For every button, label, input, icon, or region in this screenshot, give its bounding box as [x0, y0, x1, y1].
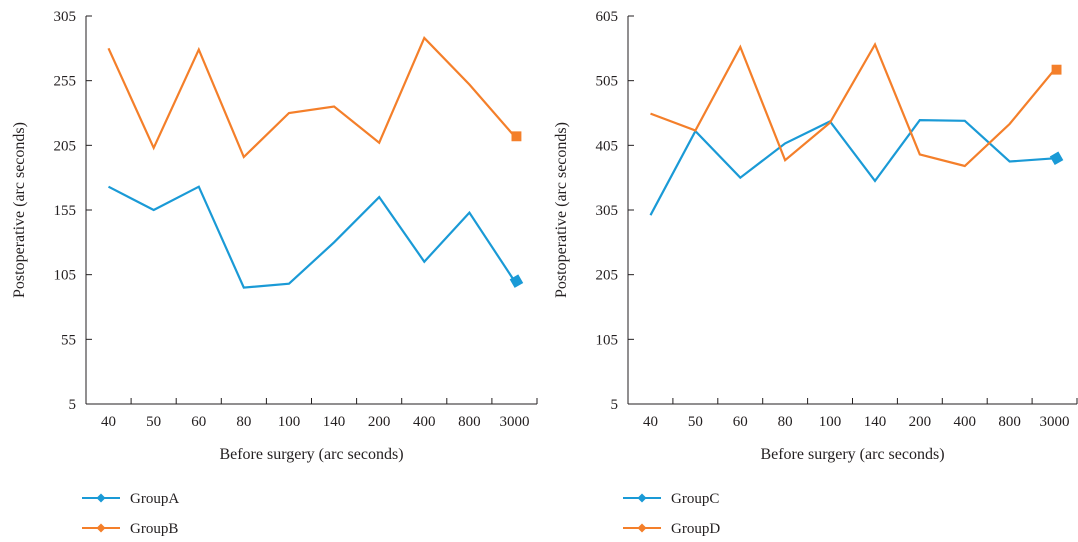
x-tick-label: 80	[778, 414, 793, 430]
y-tick-label: 5	[69, 397, 77, 413]
legend-label-GroupB: GroupB	[130, 521, 178, 537]
series-line-GroupC	[649, 118, 1055, 216]
x-tick-label: 800	[458, 414, 481, 430]
y-tick-label: 5	[611, 397, 619, 413]
y-tick-label: 205	[596, 268, 619, 284]
x-tick-label: 100	[819, 414, 842, 430]
series-line-GroupA	[107, 185, 516, 289]
x-tick-label: 80	[236, 414, 251, 430]
series-end-marker-GroupD	[1051, 64, 1062, 75]
series-end-marker-GroupC	[1049, 151, 1064, 166]
series-end-marker-GroupA	[509, 274, 524, 288]
x-tick-label: 800	[998, 414, 1021, 430]
y-tick-label: 105	[54, 268, 77, 284]
x-axis-title: Before surgery (arc seconds)	[760, 446, 944, 463]
x-tick-label: 3000	[1040, 414, 1070, 430]
y-tick-label: 255	[54, 74, 77, 90]
chart-2: 5 105 205 305 405 505 605 40 50 60 80 100 140 200 400 8…	[553, 9, 1078, 537]
x-tick-label: 50	[688, 414, 703, 430]
x-axis-title: Before surgery (arc seconds)	[219, 446, 403, 463]
legend-marker-GroupA	[96, 493, 106, 503]
y-tick-label: 105	[596, 332, 619, 348]
x-tick-label: 60	[733, 414, 748, 430]
y-tick-label: 55	[61, 332, 76, 348]
legend-label-GroupC: GroupC	[671, 491, 719, 507]
y-tick-label: 155	[54, 203, 77, 219]
x-tick-label: 40	[101, 414, 116, 430]
y-tick-label: 405	[596, 138, 619, 154]
y-tick-label: 605	[596, 9, 619, 25]
x-tick-label: 200	[368, 414, 391, 430]
x-tick-label: 200	[909, 414, 932, 430]
x-tick-label: 50	[146, 414, 161, 430]
y-tick-label: 305	[54, 9, 77, 25]
y-tick-label: 305	[596, 203, 619, 219]
y-axis-title: Postoperative (arc seconds)	[553, 122, 570, 298]
x-tick-label: 3000	[499, 414, 529, 430]
x-tick-label: 100	[278, 414, 301, 430]
legend-label-GroupA: GroupA	[130, 491, 179, 507]
legend-marker-GroupC	[637, 493, 647, 503]
legend-label-GroupD: GroupD	[671, 521, 720, 537]
y-axis-title: Postoperative (arc seconds)	[11, 122, 28, 298]
series-line-GroupD	[650, 42, 1056, 168]
legend-marker-GroupD	[637, 523, 647, 533]
series-line-GroupB	[107, 36, 516, 159]
legend-marker-GroupB	[96, 523, 106, 533]
series-end-marker-GroupB	[511, 131, 522, 142]
x-tick-label: 40	[643, 414, 658, 430]
y-tick-label: 205	[54, 138, 77, 154]
x-tick-label: 140	[864, 414, 887, 430]
x-tick-label: 60	[191, 414, 206, 430]
x-tick-label: 140	[323, 414, 346, 430]
y-tick-label: 505	[596, 74, 619, 90]
x-tick-label: 400	[954, 414, 977, 430]
x-tick-label: 400	[413, 414, 436, 430]
